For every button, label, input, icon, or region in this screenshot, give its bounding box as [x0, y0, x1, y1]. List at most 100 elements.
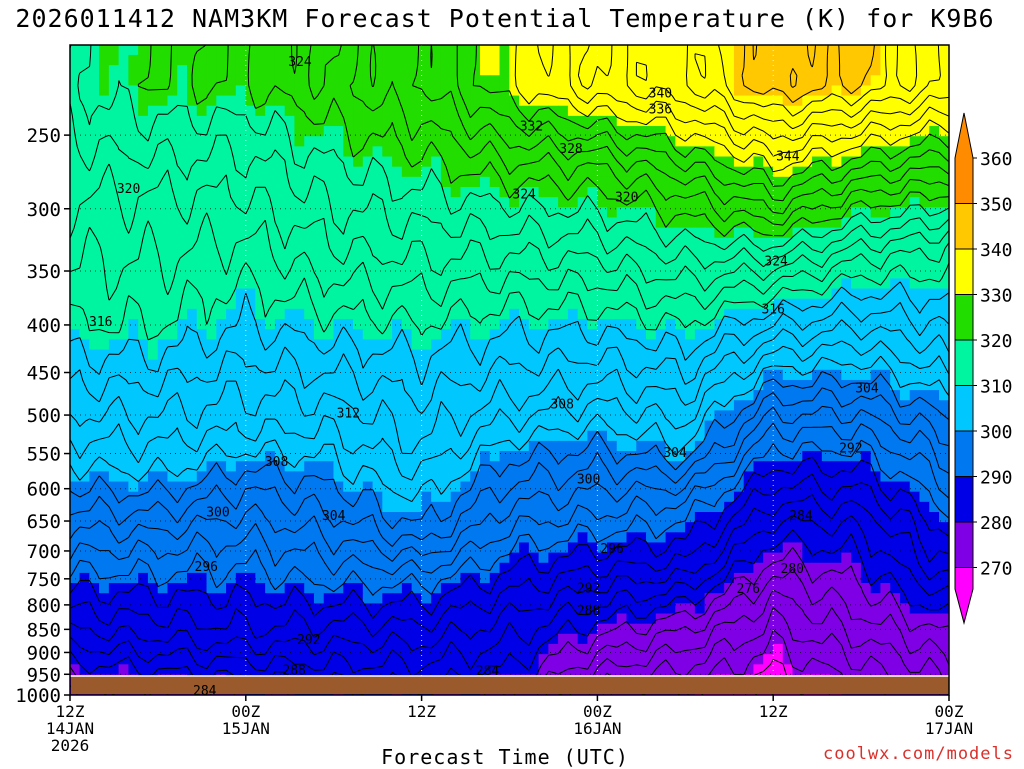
contour-fill-cell [528, 491, 540, 503]
contour-fill-cell [177, 227, 188, 239]
contour-fill-cell [626, 420, 637, 432]
contour-fill-cell [313, 511, 325, 523]
contour-fill-cell [792, 45, 803, 56]
contour-fill-cell [812, 176, 823, 188]
contour-fill-cell [196, 85, 208, 97]
contour-fill-cell [655, 410, 667, 422]
contour-fill-cell [812, 319, 823, 330]
contour-fill-cell [899, 430, 911, 442]
contour-fill-cell [929, 227, 940, 239]
contour-fill-cell [899, 481, 911, 493]
contour-fill-cell [480, 166, 491, 178]
contour-fill-cell [70, 593, 81, 604]
contour-fill-cell [167, 268, 178, 279]
contour-fill-cell [851, 532, 862, 544]
contour-fill-cell [353, 552, 364, 564]
contour-fill-cell [245, 45, 256, 56]
contour-fill-cell [431, 491, 442, 503]
contour-fill-cell [177, 247, 188, 259]
contour-fill-cell [939, 186, 949, 198]
contour-fill-cell [89, 329, 100, 340]
contour-fill-cell [304, 136, 315, 147]
contour-fill-cell [440, 359, 452, 371]
contour-fill-cell [675, 369, 686, 381]
contour-fill-cell [187, 298, 198, 310]
contour-fill-cell [323, 75, 335, 87]
contour-fill-cell [558, 95, 569, 107]
contour-fill-cell [118, 176, 129, 188]
contour-fill-cell [470, 186, 481, 198]
contour-fill-cell [919, 593, 930, 604]
contour-fill-cell [382, 329, 393, 340]
contour-fill-cell [665, 227, 676, 239]
contour-fill-cell [860, 461, 872, 472]
contour-fill-cell [108, 258, 120, 269]
contour-fill-cell [313, 217, 325, 229]
contour-fill-cell [860, 583, 872, 594]
contour-fill-cell [812, 522, 823, 533]
contour-fill-cell [128, 522, 139, 533]
contour-fill-cell [392, 298, 403, 310]
contour-fill-cell [440, 400, 452, 412]
contour-fill-cell [899, 298, 911, 310]
contour-fill-cell [177, 217, 188, 229]
contour-fill-cell [616, 420, 628, 432]
contour-fill-cell [323, 247, 335, 259]
contour-fill-cell [118, 75, 129, 87]
contour-fill-cell [255, 339, 266, 351]
contour-fill-cell [323, 329, 335, 340]
contour-fill-cell [802, 217, 813, 229]
contour-fill-cell [587, 146, 598, 158]
contour-fill-cell [831, 298, 842, 310]
contour-fill-cell [694, 54, 706, 66]
contour-fill-cell [528, 511, 540, 523]
contour-fill-cell [558, 278, 569, 290]
contour-fill-cell [509, 379, 520, 391]
contour-fill-cell [792, 95, 803, 107]
contour-fill-cell [294, 511, 305, 523]
contour-fill-cell [685, 572, 696, 584]
contour-fill-cell [323, 603, 335, 615]
contour-fill-cell [235, 572, 247, 584]
contour-fill-cell [294, 298, 305, 310]
contour-fill-cell [851, 176, 862, 188]
contour-fill-cell [372, 572, 383, 584]
contour-fill-cell [480, 237, 491, 249]
contour-fill-cell [460, 552, 471, 564]
contour-fill-cell [108, 237, 120, 249]
contour-fill-cell [235, 379, 247, 391]
contour-fill-cell [333, 186, 344, 198]
contour-fill-cell [265, 207, 276, 219]
contour-fill-cell [743, 501, 755, 513]
contour-fill-cell [763, 308, 774, 320]
contour-fill-cell [821, 522, 833, 533]
contour-fill-cell [831, 278, 842, 290]
contour-fill-cell [323, 481, 335, 493]
contour-fill-cell [235, 95, 247, 107]
contour-fill-cell [606, 359, 618, 371]
contour-fill-cell [519, 258, 530, 269]
contour-fill-cell [636, 217, 647, 229]
contour-fill-cell [577, 390, 589, 401]
contour-fill-cell [313, 207, 325, 219]
contour-fill-cell [343, 237, 354, 249]
contour-fill-cell [528, 430, 540, 442]
contour-fill-cell [255, 217, 266, 229]
contour-fill-cell [831, 126, 842, 137]
contour-fill-cell [890, 85, 901, 97]
contour-fill-cell [597, 430, 608, 442]
contour-fill-cell [694, 65, 706, 76]
contour-fill-cell [841, 532, 852, 544]
contour-fill-cell [313, 552, 325, 564]
contour-fill-cell [245, 359, 256, 371]
contour-fill-cell [157, 298, 169, 310]
contour-fill-cell [773, 45, 784, 56]
contour-fill-cell [655, 379, 667, 391]
contour-fill-cell [597, 583, 608, 594]
contour-fill-cell [196, 593, 208, 604]
contour-fill-cell [401, 227, 413, 239]
contour-fill-cell [480, 603, 491, 615]
contour-fill-cell [431, 572, 442, 584]
contour-fill-cell [274, 197, 286, 208]
contour-fill-cell [79, 298, 90, 310]
